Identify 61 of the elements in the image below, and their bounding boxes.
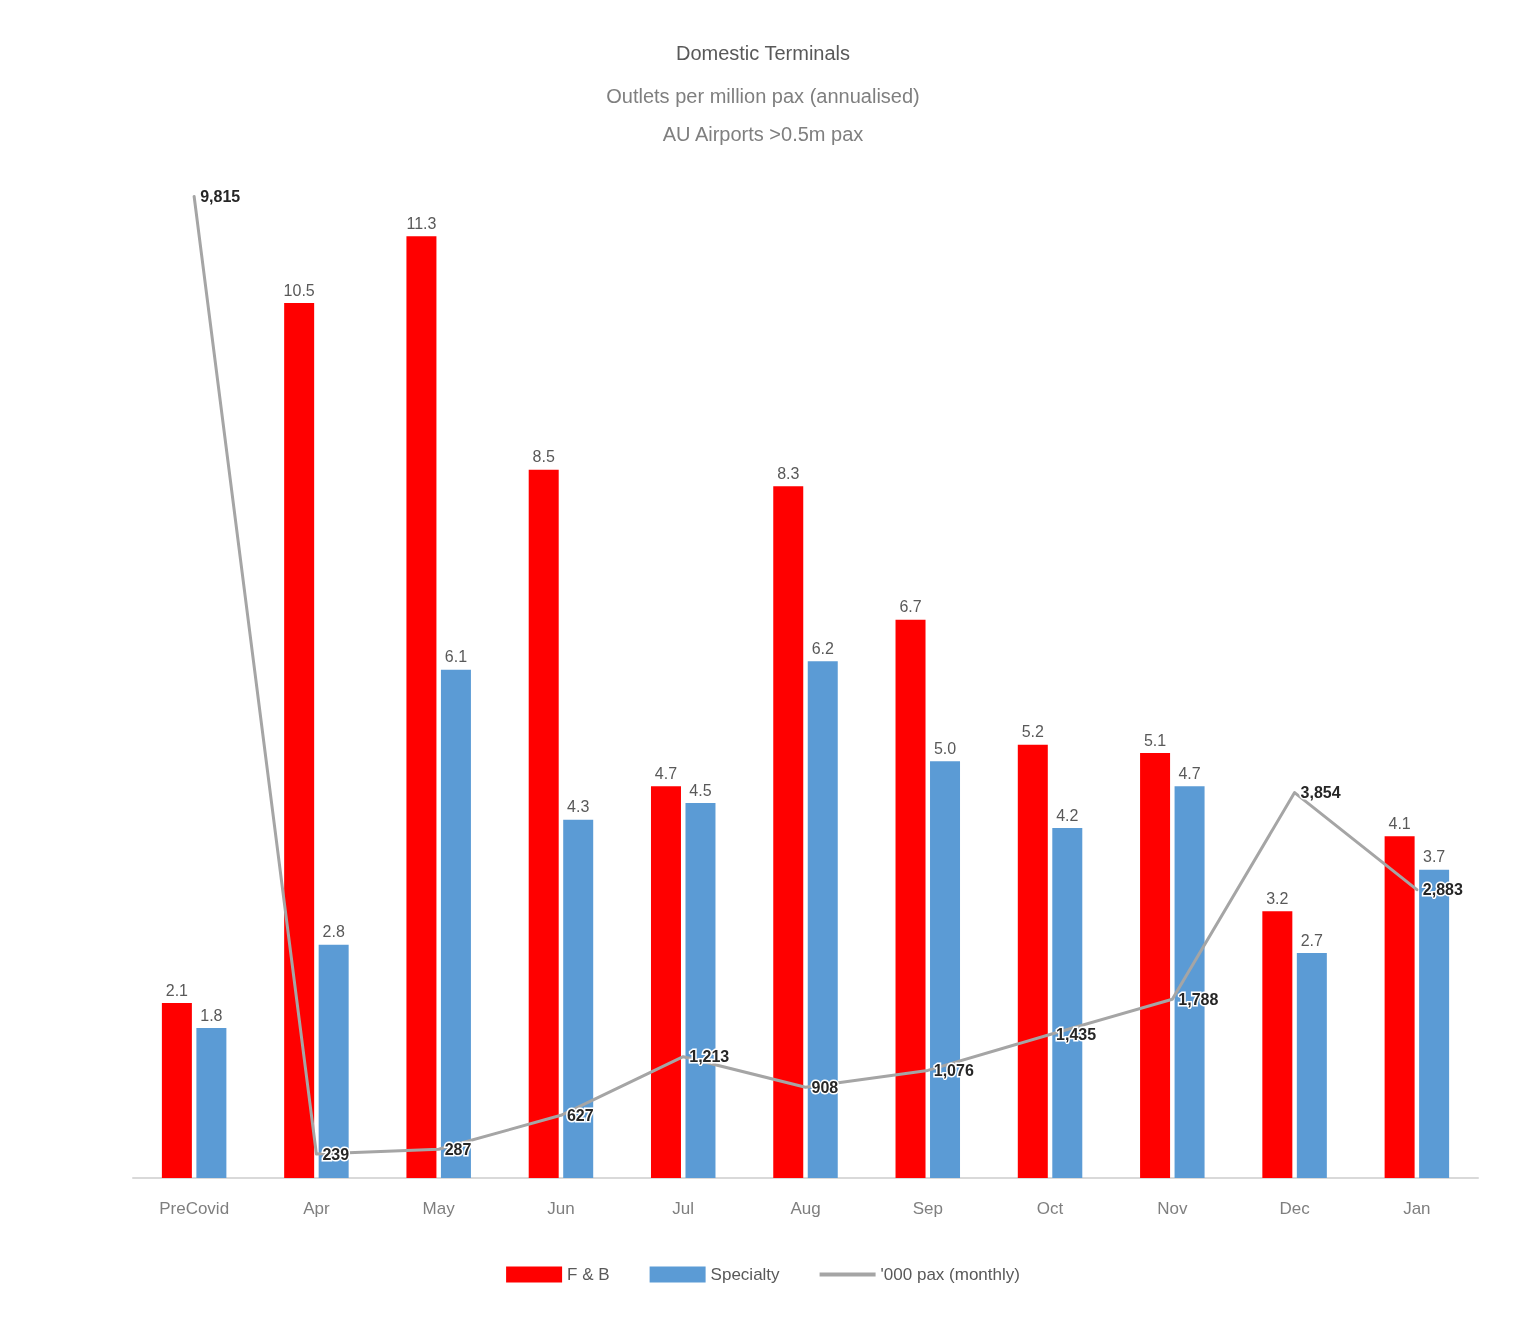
- x-tick-label: Apr: [303, 1199, 330, 1218]
- x-tick-label: Dec: [1279, 1199, 1311, 1218]
- data-label: 2.8: [322, 923, 345, 941]
- data-label: 6.1: [444, 648, 468, 666]
- x-tick-label: Jun: [547, 1199, 575, 1218]
- data-label: 4.1: [1388, 814, 1411, 832]
- data-label: 8.3: [777, 464, 800, 482]
- bar: [1384, 836, 1415, 1178]
- bar: [1140, 753, 1171, 1178]
- data-label: 5.2: [1021, 723, 1045, 741]
- data-label: 627: [566, 1106, 594, 1124]
- x-tick-label: PreCovid: [159, 1199, 230, 1218]
- data-label: 5.1: [1143, 731, 1167, 749]
- bar: [406, 236, 437, 1178]
- data-label: 2.1: [165, 981, 189, 999]
- data-label: 9,815: [200, 188, 241, 205]
- data-label: 6.7: [899, 598, 922, 616]
- data-label: 4.3: [567, 798, 590, 816]
- legend-label: F & B: [567, 1265, 610, 1284]
- bar: [807, 661, 838, 1178]
- data-label: 1.8: [200, 1006, 223, 1024]
- x-tick-label: Sep: [912, 1199, 943, 1218]
- chart-subtitle: Outlets per million pax (annualised) AU Airports >0.5m pax: [606, 85, 920, 145]
- data-label: 6.2: [811, 639, 834, 657]
- legend-label: '000 pax (monthly): [880, 1265, 1020, 1284]
- x-tick-label: Aug: [790, 1199, 821, 1218]
- data-label: 3.7: [1422, 848, 1446, 866]
- data-label: 4.5: [689, 781, 712, 799]
- bar: [284, 303, 315, 1178]
- bar: [1262, 911, 1293, 1178]
- data-label: 3.2: [1266, 889, 1289, 907]
- data-label: 8.5: [532, 448, 555, 466]
- bar: [196, 1028, 227, 1178]
- bar: [773, 486, 804, 1178]
- x-tick-label: May: [422, 1199, 456, 1218]
- data-label: 5.0: [933, 739, 957, 757]
- bar: [318, 944, 349, 1178]
- data-label: 908: [811, 1078, 839, 1096]
- bar: [161, 1003, 192, 1178]
- data-label: 11.3: [406, 214, 437, 232]
- x-tick-label: Nov: [1157, 1199, 1188, 1218]
- x-tick-label: Oct: [1036, 1199, 1064, 1218]
- x-tick-label: Jan: [1403, 1199, 1431, 1218]
- bar: [895, 619, 926, 1178]
- data-label: 10.5: [283, 281, 315, 299]
- x-tick-label: Jul: [672, 1199, 695, 1218]
- data-label: 4.2: [1056, 806, 1079, 824]
- data-label: 2.7: [1300, 931, 1324, 949]
- bar: [650, 786, 681, 1178]
- data-label: 4.7: [1178, 764, 1201, 782]
- bar: [563, 819, 594, 1178]
- bar: [1017, 744, 1048, 1178]
- bar: [1296, 953, 1327, 1178]
- chart-title: Domestic Terminals: [675, 42, 851, 64]
- legend-label: Specialty: [710, 1265, 781, 1284]
- data-label: 239: [322, 1145, 350, 1163]
- data-label: 287: [444, 1140, 472, 1158]
- data-label: 3,854: [1300, 784, 1341, 802]
- data-label: 4.7: [654, 764, 678, 782]
- bar: [528, 469, 559, 1178]
- bar: [440, 669, 471, 1178]
